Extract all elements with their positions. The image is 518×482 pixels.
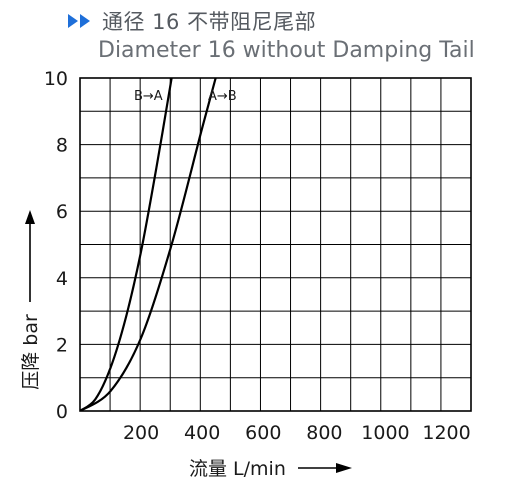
- x-tick-label: 1200: [422, 422, 470, 444]
- y-axis-arrow-head: [25, 210, 35, 224]
- title-row: 通径 16 不带阻尼尾部: [66, 6, 516, 36]
- x-tick-label: 800: [306, 422, 342, 444]
- double-chevron-icon: [68, 14, 90, 28]
- y-tick-label: 10: [44, 68, 68, 90]
- chart-title-english: Diameter 16 without Damping Tail: [98, 38, 475, 63]
- curve-label-b-to-a: B→A: [134, 89, 163, 104]
- y-tick-label: 4: [56, 268, 68, 290]
- x-tick-label: 200: [123, 422, 159, 444]
- chart-header: 通径 16 不带阻尼尾部 Diameter 16 without Damping…: [66, 6, 516, 63]
- x-tick-label: 1000: [361, 422, 409, 444]
- x-axis-label: 流量 L/min: [189, 458, 286, 480]
- curve-a-to-b: [80, 78, 217, 411]
- chart-grid: [80, 78, 471, 411]
- curve-b-to-a: [80, 78, 173, 411]
- x-tick-label: 400: [184, 422, 220, 444]
- y-tick-label: 2: [56, 334, 68, 356]
- y-tick-label: 6: [56, 201, 68, 223]
- x-tick-label: 600: [245, 422, 281, 444]
- y-axis-label: 压降 bar: [20, 314, 42, 390]
- y-tick-label: 0: [56, 401, 68, 423]
- chart-labels: B→A A→B 压降 bar 流量 L/min: [20, 89, 352, 480]
- chart-curves: [80, 78, 217, 411]
- plot-border: [79, 77, 472, 412]
- plot-frame: [79, 77, 472, 412]
- y-tick-label: 8: [56, 135, 68, 157]
- chart-title-chinese: 通径 16 不带阻尼尾部: [102, 10, 317, 34]
- y-axis-label-group: 压降 bar: [20, 210, 42, 390]
- x-axis-ticks: 200 400 600 800 1000 1200: [123, 422, 471, 444]
- x-axis-arrow-head: [336, 463, 352, 473]
- y-axis-ticks: 0 2 4 6 8 10: [44, 68, 68, 423]
- curve-label-a-to-b: A→B: [208, 89, 237, 104]
